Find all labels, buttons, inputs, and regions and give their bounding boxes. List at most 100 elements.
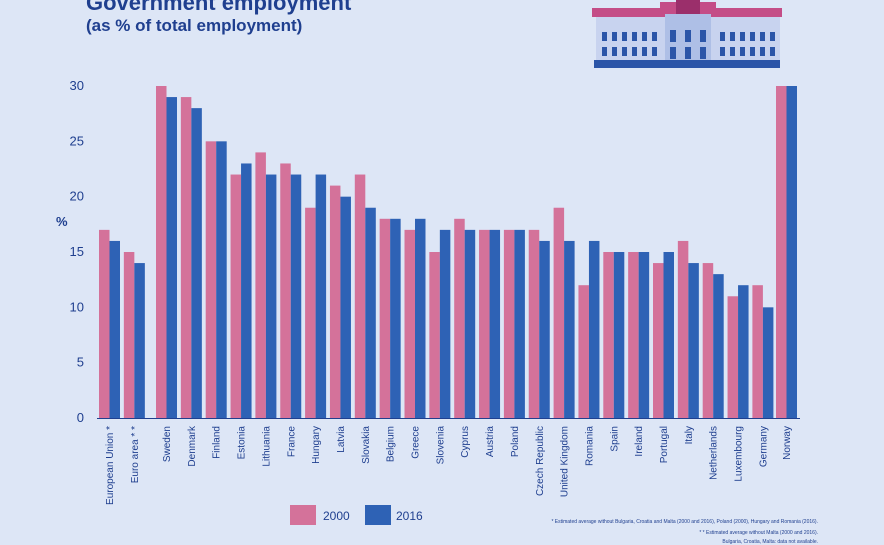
bar-2016 bbox=[390, 218, 401, 418]
bar-2016 bbox=[713, 274, 724, 418]
bar-2016 bbox=[216, 141, 227, 419]
footnote-not-available: Bulgaria, Croatia, Malta: data not avail… bbox=[722, 539, 818, 545]
bar-2000 bbox=[230, 174, 242, 418]
bar-2000 bbox=[379, 218, 391, 418]
x-axis: European Union * Euro area * * Sweden Denma… bbox=[105, 425, 793, 505]
legend-label-2016: 2016 bbox=[396, 509, 423, 523]
chart-subtitle: (as % of total employment) bbox=[86, 16, 303, 35]
x-tick-label: Slovenia bbox=[435, 426, 446, 465]
bar-2016 bbox=[688, 263, 699, 418]
bar-2000 bbox=[454, 218, 465, 418]
bar-2016 bbox=[166, 97, 177, 419]
bar-2000 bbox=[528, 229, 540, 418]
y-axis: 0 5 10 15 20 25 30 bbox=[70, 78, 84, 425]
x-tick-label: United Kingdom bbox=[560, 426, 571, 497]
chart-title: Government employment bbox=[86, 0, 352, 15]
bar-2016 bbox=[564, 240, 575, 418]
x-tick-label: Romania bbox=[584, 426, 595, 466]
bar-2016 bbox=[786, 86, 797, 418]
x-tick-label: Finland bbox=[212, 426, 223, 459]
bar-2000 bbox=[280, 163, 291, 418]
y-tick-label: 5 bbox=[77, 355, 84, 370]
bar-2000 bbox=[404, 229, 415, 418]
y-tick-label: 10 bbox=[70, 299, 84, 314]
bar-2016 bbox=[134, 263, 145, 418]
bar-2016 bbox=[290, 174, 302, 418]
x-tick-label: Denmark bbox=[187, 425, 198, 467]
bar-2016 bbox=[109, 240, 120, 418]
bar-2016 bbox=[265, 174, 277, 418]
x-tick-label: Slovakia bbox=[361, 426, 372, 464]
x-tick-label: Luxembourg bbox=[734, 426, 745, 482]
x-tick-label: Cyprus bbox=[460, 426, 471, 458]
x-tick-label: Netherlands bbox=[709, 426, 720, 480]
bar-2000 bbox=[156, 86, 167, 418]
x-tick-label: Germany bbox=[758, 426, 769, 467]
bar-2016 bbox=[464, 229, 476, 418]
bar-2000 bbox=[479, 229, 490, 418]
bar-2000 bbox=[653, 263, 664, 418]
legend-label-2000: 2000 bbox=[323, 509, 350, 523]
bar-2016 bbox=[539, 240, 550, 418]
bar-2000 bbox=[628, 252, 639, 418]
x-tick-label: Poland bbox=[510, 426, 521, 457]
x-tick-label: Lithuania bbox=[261, 426, 272, 467]
bar-2000 bbox=[702, 263, 714, 418]
bar-2000 bbox=[776, 86, 787, 418]
bar-2000 bbox=[354, 174, 366, 418]
y-tick-label: 30 bbox=[70, 78, 84, 93]
x-tick-label: Belgium bbox=[386, 426, 397, 462]
bar-2000 bbox=[305, 207, 316, 418]
bar-2016 bbox=[514, 229, 525, 418]
bar-2016 bbox=[638, 252, 650, 418]
x-tick-label: Estonia bbox=[237, 426, 248, 460]
bar-2016 bbox=[241, 163, 252, 418]
bar-2016 bbox=[315, 174, 327, 418]
legend: 2000 2016 bbox=[290, 505, 423, 525]
bar-2000 bbox=[578, 285, 589, 418]
x-tick-label: Greece bbox=[411, 426, 422, 459]
x-tick-label: France bbox=[286, 426, 297, 458]
x-tick-label: Norway bbox=[782, 426, 793, 460]
bar-2000 bbox=[429, 252, 440, 418]
bar-2016 bbox=[191, 108, 202, 418]
x-tick-label: Spain bbox=[609, 426, 620, 452]
bar-2016 bbox=[738, 285, 749, 418]
x-tick-label: European Union * bbox=[105, 426, 116, 505]
bar-2000 bbox=[255, 152, 266, 418]
bar-2000 bbox=[329, 185, 341, 418]
y-tick-label: 20 bbox=[70, 189, 84, 204]
bar-2000 bbox=[180, 97, 192, 419]
bar-2000 bbox=[123, 252, 135, 418]
bar-2000 bbox=[752, 285, 763, 418]
bar-2016 bbox=[762, 307, 774, 418]
x-tick-label: Ireland bbox=[634, 426, 645, 457]
bar-2016 bbox=[340, 196, 351, 418]
y-tick-label: 15 bbox=[70, 244, 84, 259]
y-tick-label: 0 bbox=[77, 410, 84, 425]
x-tick-label: Sweden bbox=[162, 426, 173, 462]
x-tick-label: Euro area * * bbox=[130, 426, 141, 483]
legend-swatch-2000 bbox=[290, 505, 316, 525]
bar-2016 bbox=[663, 252, 674, 418]
bar-2000 bbox=[603, 252, 614, 418]
bar-2000 bbox=[99, 229, 110, 418]
bar-2000 bbox=[677, 240, 689, 418]
bar-2016 bbox=[489, 229, 501, 418]
x-tick-label: Austria bbox=[485, 426, 496, 458]
x-tick-label: Latvia bbox=[336, 426, 347, 453]
bar-2016 bbox=[439, 229, 451, 418]
y-tick-label: 25 bbox=[70, 133, 84, 148]
bar-2016 bbox=[415, 218, 426, 418]
x-tick-label: Czech Republic bbox=[535, 426, 546, 496]
government-building-icon bbox=[592, 0, 782, 68]
footnote-euro-area: * * Estimated average without Malta (200… bbox=[699, 530, 818, 536]
bar-2016 bbox=[613, 252, 625, 418]
x-tick-label: Hungary bbox=[311, 426, 322, 464]
footnote-eu: * Estimated average without Bulgaria, Cr… bbox=[551, 519, 818, 525]
x-tick-label: Italy bbox=[684, 426, 695, 444]
bar-2016 bbox=[365, 207, 376, 418]
bar-2000 bbox=[553, 207, 565, 418]
bar-2000 bbox=[503, 229, 515, 418]
